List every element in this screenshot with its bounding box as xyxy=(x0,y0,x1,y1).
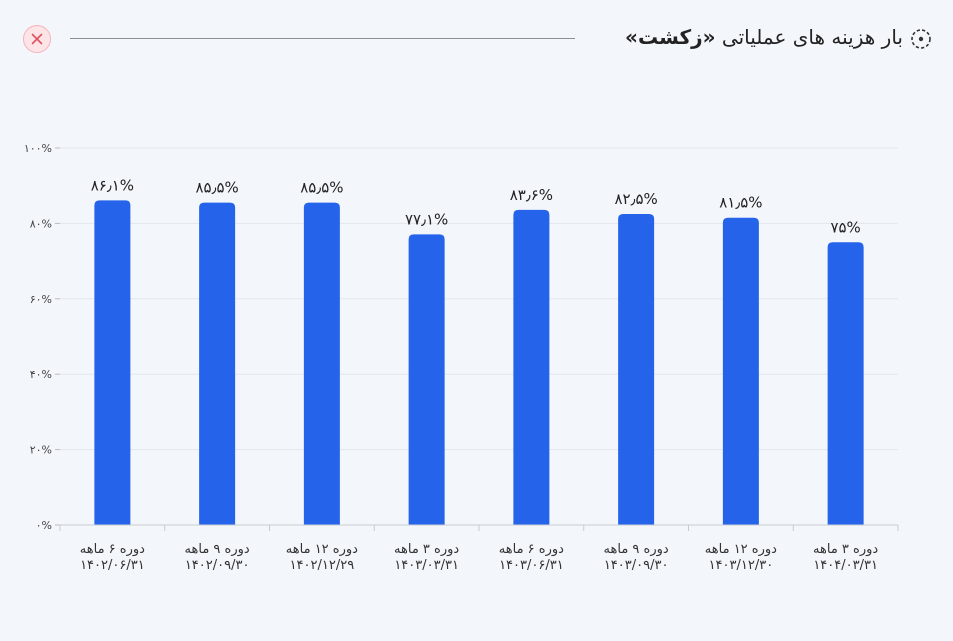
data-label: ۸۵٫۵% xyxy=(195,179,238,197)
x-tick-label-date: ۱۴۰۴/۰۳/۳۱ xyxy=(813,558,878,573)
close-button[interactable] xyxy=(23,25,51,53)
data-label: ۷۷٫۱% xyxy=(405,210,448,228)
x-tick-label-period: دوره ۱۲ ماهه xyxy=(286,542,358,557)
card-header: بار هزینه های عملیاتی «زکشت» xyxy=(0,0,953,78)
y-tick-label: ۸۰% xyxy=(30,217,52,230)
x-tick-label-date: ۱۴۰۳/۰۹/۳۰ xyxy=(604,558,669,573)
x-tick-label-date: ۱۴۰۳/۰۳/۳۱ xyxy=(394,558,459,573)
x-tick-label-period: دوره ۶ ماهه xyxy=(499,542,564,557)
x-tick-label-date: ۱۴۰۲/۰۹/۳۰ xyxy=(185,558,250,573)
chart-title: بار هزینه های عملیاتی «زکشت» xyxy=(625,25,903,49)
x-tick-label-date: ۱۴۰۲/۱۲/۲۹ xyxy=(290,558,355,573)
x-tick-label-period: دوره ۹ ماهه xyxy=(604,542,669,557)
x-tick-label-date: ۱۴۰۳/۱۲/۳۰ xyxy=(709,558,774,573)
y-axis: ۰% ۲۰% ۴۰% ۶۰% ۸۰% ۱۰۰% xyxy=(24,142,60,532)
bars: ۸۶٫۱% ۸۵٫۵% ۸۵٫۵% ۷۷٫۱% ۸۳٫۶% ۸۲٫۵% ۸۱٫۵% ۷۵% xyxy=(91,176,864,526)
x-tick-label-period: دوره ۹ ماهه xyxy=(185,542,250,557)
close-icon xyxy=(31,33,43,45)
y-tick-label: ۱۰۰% xyxy=(24,142,52,155)
data-label: ۸۲٫۵% xyxy=(614,190,657,208)
target-icon xyxy=(911,29,931,49)
x-tick-label-period: دوره ۱۲ ماهه xyxy=(705,542,777,557)
data-label: ۸۶٫۱% xyxy=(91,176,134,194)
title-prefix: بار هزینه های عملیاتی xyxy=(715,25,903,49)
x-tick-label-period: دوره ۳ ماهه xyxy=(813,542,878,557)
bar[interactable] xyxy=(827,242,864,525)
bar[interactable] xyxy=(199,202,236,526)
y-tick-label: ۲۰% xyxy=(30,444,52,457)
x-tick-label-date: ۱۴۰۳/۰۶/۳۱ xyxy=(499,558,564,573)
x-tick-label-period: دوره ۳ ماهه xyxy=(394,542,459,557)
bar[interactable] xyxy=(513,209,550,525)
grid-lines xyxy=(60,147,898,451)
data-label: ۷۵% xyxy=(830,218,860,236)
data-label: ۸۵٫۵% xyxy=(300,179,343,197)
title-divider xyxy=(70,38,575,39)
y-tick-label: ۶۰% xyxy=(30,293,52,306)
x-tick-label-period: دوره ۶ ماهه xyxy=(80,542,145,557)
title-bold: «زکشت» xyxy=(625,25,716,49)
y-tick-label: ۴۰% xyxy=(30,368,52,381)
y-tick-label: ۰% xyxy=(36,519,52,532)
bar[interactable] xyxy=(618,213,655,525)
x-tick-label-date: ۱۴۰۲/۰۶/۳۱ xyxy=(80,558,145,573)
bar[interactable] xyxy=(722,217,759,525)
data-label: ۸۱٫۵% xyxy=(719,194,762,212)
bar[interactable] xyxy=(303,202,340,526)
data-label: ۸۳٫۶% xyxy=(510,186,553,204)
bar[interactable] xyxy=(94,200,131,525)
bar[interactable] xyxy=(408,234,445,525)
